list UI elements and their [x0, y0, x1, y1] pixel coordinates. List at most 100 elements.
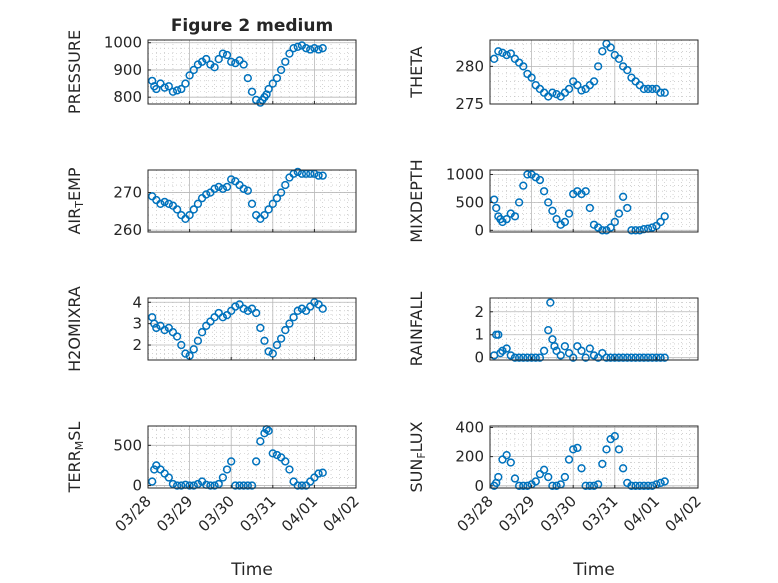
data-point [202, 54, 211, 64]
plot-area [148, 426, 356, 488]
data-point [189, 65, 198, 75]
y-axis-label-main: PRESSURE [65, 30, 84, 114]
y-tick-label: 4 [132, 293, 142, 311]
data-point [227, 175, 236, 184]
y-axis-label-main: H2OMIXRA [65, 286, 84, 372]
data-point [318, 171, 327, 180]
data-point [177, 84, 186, 94]
data-point [272, 340, 282, 350]
y-axis-label-subscript: T [73, 201, 86, 209]
y-tick-label: 500 [113, 436, 142, 454]
data-point [243, 73, 252, 83]
subplot-h2omixra: 2 3 4 H2OMIXRA [65, 286, 357, 372]
subplot-air-temp: 260 270 AIRTEMP [65, 167, 357, 239]
data-point [168, 87, 178, 96]
data-point [164, 323, 173, 333]
data-point [310, 298, 319, 307]
data-point [289, 44, 298, 53]
data-point [589, 351, 599, 360]
data-point [560, 342, 570, 351]
data-point [506, 49, 515, 58]
y-tick-label: 0 [474, 477, 484, 495]
data-point [589, 77, 599, 86]
data-point [494, 472, 503, 482]
data-point [639, 481, 649, 490]
axes-box [147, 39, 357, 105]
data-point [635, 226, 644, 235]
data-point [235, 56, 244, 65]
data-point [227, 57, 236, 66]
data-point [546, 298, 555, 307]
y-axis-label: PRESSURE [65, 30, 84, 114]
data-point [556, 351, 565, 360]
axes-box [489, 39, 699, 105]
data-point [614, 445, 624, 454]
y-tick-label: 0 [132, 477, 142, 495]
data-point [564, 209, 574, 218]
data-point [227, 457, 236, 466]
data-point [264, 347, 273, 356]
data-point [544, 472, 553, 482]
data-point [172, 205, 182, 214]
data-point [218, 313, 228, 322]
data-point [602, 353, 611, 362]
data-point [181, 79, 190, 88]
data-point [506, 458, 515, 467]
data-point [577, 346, 586, 355]
data-point [548, 88, 557, 97]
data-point [648, 481, 657, 490]
data-point [239, 184, 248, 193]
y-axis-label: TERRMSL [65, 422, 86, 494]
data-point [585, 481, 594, 490]
y-axis-label-subscript: M [73, 441, 86, 451]
data-point [181, 349, 190, 358]
data-point [281, 325, 290, 335]
data-point [502, 344, 511, 353]
data-point [581, 353, 590, 362]
subplot-mixdepth: 0 500 1000 MIXDEPTH [407, 159, 699, 243]
data-point [235, 481, 244, 490]
data-point [598, 47, 607, 56]
data-point [214, 182, 223, 192]
data-point [564, 455, 574, 464]
data-point [618, 353, 628, 362]
data-point [272, 73, 282, 83]
y-tick-label: 3 [132, 315, 142, 333]
data-point [627, 481, 636, 490]
data-point [660, 212, 669, 221]
data-point [168, 328, 178, 337]
data-point [531, 477, 540, 486]
data-point [490, 195, 499, 204]
data-point [243, 481, 252, 490]
figure-title: Figure 2 medium [171, 16, 333, 36]
data-point [189, 481, 198, 490]
data-point [156, 79, 165, 88]
data-point [164, 82, 173, 91]
data-point [152, 84, 161, 94]
data-point [222, 465, 232, 474]
data-point [656, 88, 665, 97]
plot-area [490, 170, 698, 232]
data-point [185, 210, 194, 220]
data-point [264, 84, 273, 94]
data-point [643, 84, 653, 94]
axes-box [147, 169, 357, 233]
data-point [531, 353, 540, 362]
y-axis-label-main: MIXDEPTH [407, 159, 426, 242]
data-point [281, 180, 290, 190]
data-point [606, 43, 615, 52]
data-point [539, 465, 549, 474]
data-point [222, 310, 232, 320]
data-point [523, 170, 532, 179]
data-point [314, 469, 323, 478]
y-axis-label-main: AIR [65, 208, 84, 235]
data-point [177, 481, 186, 490]
data-point [614, 209, 624, 218]
y-axis-label-main: THETA [407, 46, 426, 98]
data-point [519, 353, 528, 362]
data-point [510, 474, 520, 483]
data-point [218, 49, 228, 58]
data-point [631, 481, 640, 490]
data-point [172, 481, 182, 490]
